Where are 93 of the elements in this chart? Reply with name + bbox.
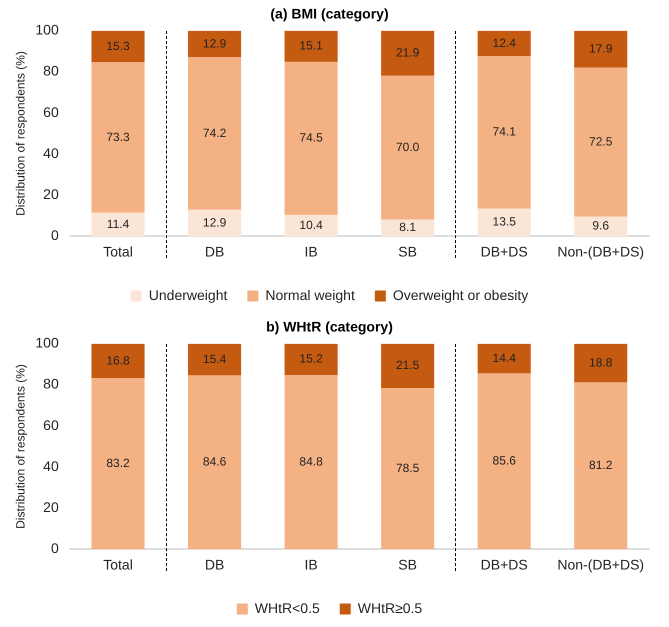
data-label: 15.2 bbox=[299, 352, 324, 366]
bar bbox=[91, 212, 145, 236]
data-label: 84.6 bbox=[202, 454, 227, 469]
x-tick-label: IB bbox=[304, 243, 318, 260]
data-label: 84.8 bbox=[299, 454, 324, 468]
bar bbox=[188, 344, 242, 376]
bar bbox=[188, 375, 242, 550]
bar bbox=[381, 30, 434, 76]
data-label: 74.1 bbox=[492, 124, 516, 139]
bar bbox=[188, 57, 242, 210]
data-label: 12.4 bbox=[492, 36, 516, 50]
bar bbox=[478, 373, 531, 550]
x-tick-label: SB bbox=[398, 556, 417, 572]
bar bbox=[381, 388, 434, 550]
data-label: 13.5 bbox=[492, 214, 516, 229]
y-tick-label: 100 bbox=[35, 22, 59, 38]
y-tick-label: 60 bbox=[43, 104, 59, 120]
data-label: 70.0 bbox=[396, 140, 420, 154]
bar bbox=[478, 56, 531, 208]
x-tick-label: DB+DS bbox=[480, 243, 528, 260]
legend-label: Underweight bbox=[148, 286, 228, 303]
chart-title: b) WHtR (category) bbox=[266, 318, 393, 334]
bar bbox=[284, 62, 338, 215]
x-tick-label: IB bbox=[304, 556, 318, 572]
legend-label: WHtR≥0.5 bbox=[358, 600, 422, 616]
bar bbox=[188, 210, 242, 236]
y-tick-label: 0 bbox=[50, 227, 59, 244]
data-label: 12.9 bbox=[202, 215, 227, 230]
bar bbox=[381, 76, 434, 220]
data-label: 10.4 bbox=[299, 218, 324, 232]
y-axis-title: Distribution of respondents (%) bbox=[14, 364, 28, 529]
y-tick-label: 100 bbox=[35, 334, 59, 351]
y-tick-label: 0 bbox=[50, 540, 59, 556]
chart-title: (a) BMI (category) bbox=[270, 5, 389, 22]
bar bbox=[574, 344, 628, 382]
data-label: 21.5 bbox=[396, 358, 420, 372]
y-tick-label: 20 bbox=[43, 498, 59, 515]
bar bbox=[284, 375, 338, 550]
y-tick-label: 60 bbox=[43, 416, 59, 433]
bar bbox=[91, 30, 145, 62]
data-label: 8.1 bbox=[399, 220, 416, 234]
data-label: 15.3 bbox=[106, 38, 130, 53]
bar bbox=[574, 68, 628, 216]
data-label: 72.5 bbox=[589, 134, 613, 148]
bar bbox=[574, 30, 628, 68]
bar bbox=[91, 62, 145, 213]
x-tick-label: Total bbox=[103, 243, 133, 260]
data-label: 21.9 bbox=[396, 46, 420, 60]
x-tick-label: DB bbox=[204, 556, 224, 572]
bar bbox=[284, 30, 338, 62]
data-label: 14.4 bbox=[492, 350, 516, 365]
y-tick-label: 40 bbox=[43, 144, 59, 161]
bar bbox=[188, 30, 242, 58]
x-tick-label: DB bbox=[204, 243, 224, 260]
data-label: 11.4 bbox=[106, 216, 130, 231]
legend-label: Overweight or obesity bbox=[392, 286, 528, 303]
x-tick-label: SB bbox=[398, 243, 417, 260]
bar bbox=[381, 344, 434, 388]
y-tick-label: 40 bbox=[43, 458, 59, 474]
x-tick-label: DB+DS bbox=[480, 556, 528, 572]
bar bbox=[284, 344, 338, 376]
data-label: 15.4 bbox=[202, 352, 227, 366]
bar bbox=[381, 220, 434, 236]
data-label: 74.2 bbox=[202, 126, 227, 140]
bar bbox=[478, 344, 531, 374]
y-tick-label: 80 bbox=[43, 62, 59, 79]
x-tick-label: Total bbox=[103, 556, 133, 572]
legend-label: Normal weight bbox=[265, 286, 355, 303]
bar bbox=[574, 216, 628, 236]
data-label: 78.5 bbox=[396, 460, 420, 475]
data-label: 15.1 bbox=[299, 38, 324, 53]
data-label: 73.3 bbox=[106, 130, 130, 144]
data-label: 18.8 bbox=[589, 355, 613, 370]
data-label: 81.2 bbox=[589, 458, 613, 472]
x-tick-label: Non-(DB+DS) bbox=[557, 556, 644, 572]
legend-label: WHtR<0.5 bbox=[254, 600, 320, 616]
bar bbox=[574, 382, 628, 550]
data-label: 74.5 bbox=[299, 130, 324, 145]
data-label: 9.6 bbox=[592, 218, 610, 233]
y-axis-title: Distribution of respondents (%) bbox=[14, 51, 28, 216]
y-tick-label: 20 bbox=[43, 186, 59, 202]
data-label: 17.9 bbox=[589, 41, 613, 56]
x-tick-label: Non-(DB+DS) bbox=[557, 243, 644, 260]
bar bbox=[284, 214, 338, 236]
data-label: 83.2 bbox=[106, 456, 130, 470]
bar bbox=[91, 344, 145, 378]
bar bbox=[91, 378, 145, 550]
data-label: 12.9 bbox=[202, 36, 227, 50]
data-label: 85.6 bbox=[492, 454, 516, 468]
bar bbox=[478, 30, 531, 56]
y-tick-label: 80 bbox=[43, 376, 59, 392]
bar bbox=[478, 208, 531, 236]
data-label: 16.8 bbox=[106, 353, 130, 368]
